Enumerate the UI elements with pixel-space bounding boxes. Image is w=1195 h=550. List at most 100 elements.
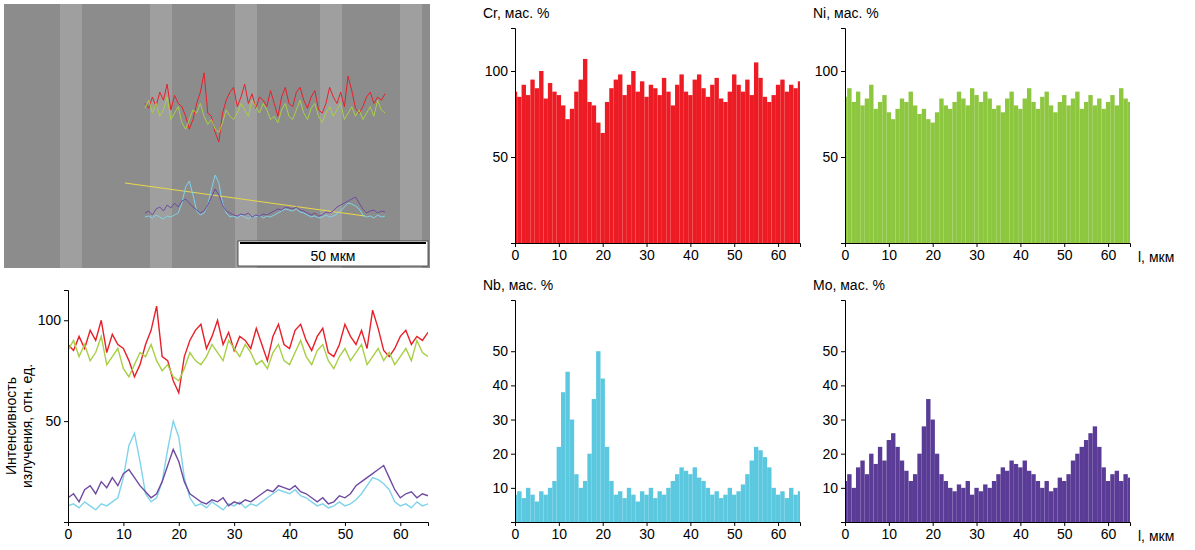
tick-label: 30 [639, 247, 655, 263]
bar [847, 88, 851, 243]
bar [944, 105, 948, 243]
bar [1106, 481, 1110, 522]
y-tick: 100 [485, 63, 515, 79]
bar [658, 491, 662, 522]
bar [865, 99, 869, 243]
x-tick: 40 [1013, 522, 1029, 542]
bar [631, 495, 635, 522]
tick-label: 40 [1013, 526, 1029, 542]
bar [917, 114, 921, 243]
bar [961, 99, 965, 243]
y-tick: 100 [815, 63, 845, 79]
tick-label: 30 [492, 412, 508, 428]
chart-panel: 010203040506050100Ni, мас. %l, мкм [813, 5, 1174, 265]
tick-label: 0 [512, 526, 520, 542]
x-tick: 30 [969, 522, 985, 542]
bar [935, 454, 939, 522]
bar [526, 95, 530, 243]
tick-label: 60 [1101, 526, 1117, 542]
figure: 50 мкм010203040506050100Интенсивностьизл… [0, 0, 1195, 550]
bar [706, 97, 710, 243]
bar [917, 454, 921, 522]
bar [1049, 105, 1053, 243]
bar [948, 488, 952, 522]
bar [776, 495, 780, 522]
bar [772, 488, 776, 522]
bar [1110, 474, 1114, 522]
bar [644, 495, 648, 522]
tick-label: 50 [727, 526, 743, 542]
chart-panel: 01020304050601020304050Nb, мас. % [483, 277, 802, 542]
bar [1005, 99, 1009, 243]
bar [614, 80, 618, 243]
y-tick: 50 [822, 343, 845, 359]
bar [548, 488, 552, 522]
bar [1119, 88, 1123, 243]
bar [869, 85, 873, 243]
bar [535, 502, 539, 522]
tick-label: 50 [338, 526, 354, 542]
tick-label: 50 [492, 149, 508, 165]
bar [736, 85, 740, 243]
bar [856, 92, 860, 243]
bar [701, 88, 705, 243]
tick-label: 10 [116, 526, 132, 542]
tick-label: 50 [45, 413, 61, 429]
bar [1066, 474, 1070, 522]
bar [847, 474, 851, 522]
bar [732, 74, 736, 243]
bar [1045, 481, 1049, 522]
bar [728, 488, 732, 522]
image-band [320, 4, 342, 268]
x-tick: 60 [1101, 522, 1117, 542]
overlay-line [145, 175, 385, 219]
bar [931, 420, 935, 522]
bar [957, 484, 961, 522]
x-tick: 20 [171, 522, 187, 542]
bar [1084, 440, 1088, 522]
bar [622, 498, 626, 522]
y-tick: 20 [822, 446, 845, 462]
bar [1102, 109, 1106, 243]
bar [780, 491, 784, 522]
image-band [150, 4, 172, 268]
scale-bar-box [238, 241, 428, 266]
bar [1062, 95, 1066, 243]
bar [539, 491, 543, 522]
bar [1075, 92, 1079, 243]
plot-marks [515, 351, 800, 522]
axis-line [511, 301, 516, 523]
bar [882, 95, 886, 243]
bar [671, 105, 675, 243]
bar [789, 488, 793, 522]
bar [1123, 99, 1127, 243]
tick-label: 10 [822, 480, 838, 496]
tick-label: 30 [639, 526, 655, 542]
bar [860, 105, 864, 243]
bar [609, 481, 613, 522]
x-tick: 0 [512, 522, 520, 542]
x-tick: 50 [338, 522, 354, 542]
axis-line [511, 29, 516, 244]
bar [874, 464, 878, 522]
tick-label: 0 [842, 247, 850, 263]
tick-mark [841, 157, 845, 158]
tick-label: 10 [882, 526, 898, 542]
bar [750, 95, 754, 243]
bar [592, 105, 596, 243]
overlay-lines [145, 73, 385, 219]
bar [926, 119, 930, 243]
y-tick: 10 [822, 480, 845, 496]
bar [878, 102, 882, 243]
bar [983, 484, 987, 522]
bar [1023, 99, 1027, 243]
x-tick: 0 [842, 243, 850, 263]
bar [1053, 488, 1057, 522]
tick-label: 50 [822, 343, 838, 359]
x-axis-title: l, мкм [1138, 249, 1174, 265]
plot-marks [845, 85, 1130, 243]
tick-mark [841, 488, 845, 489]
bar [688, 474, 692, 522]
tick-label: 50 [1057, 526, 1073, 542]
bar [1018, 109, 1022, 243]
